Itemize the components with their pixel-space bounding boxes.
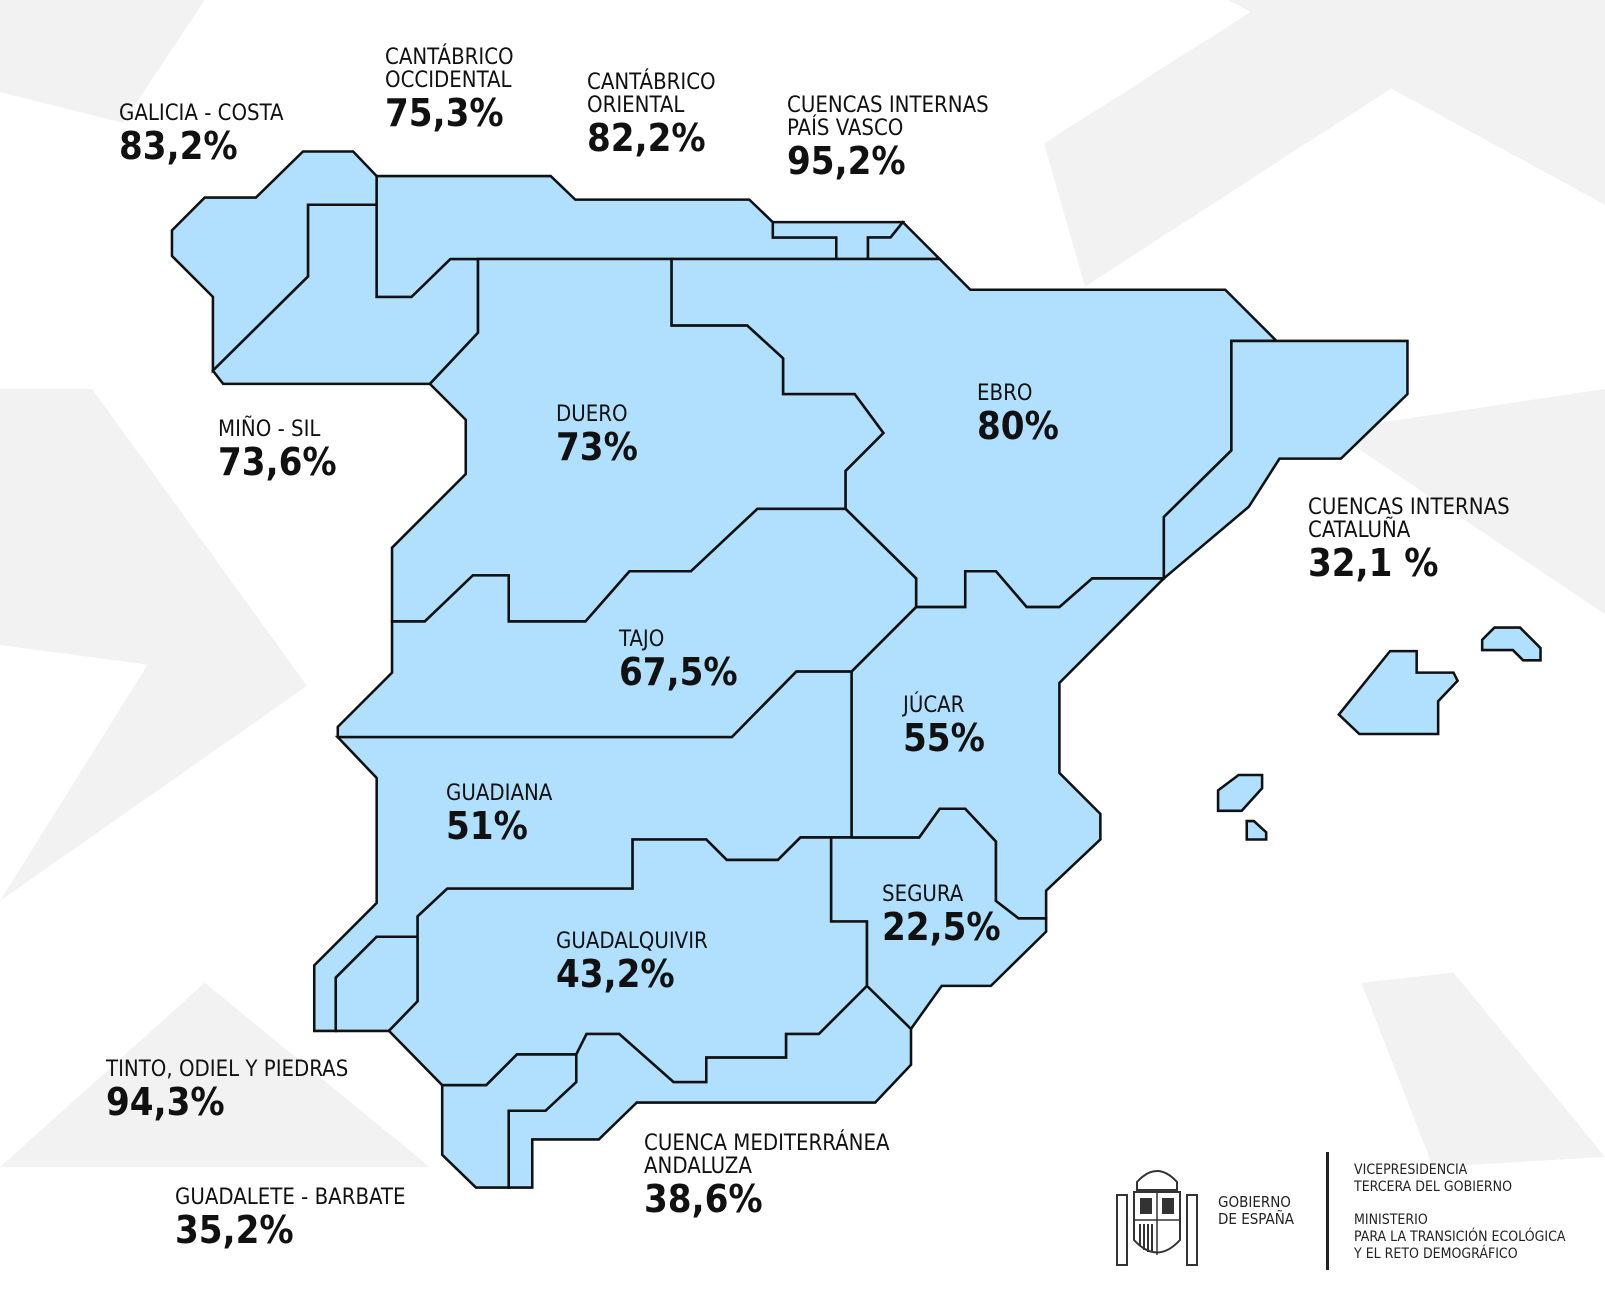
basin-name: MIÑO - SIL — [218, 417, 321, 442]
basin-value: 82,2% — [587, 116, 706, 161]
label-cantabrico-occidental: CANTÁBRICO OCCIDENTAL 75,3% — [385, 46, 514, 134]
basin-value: 32,1 % — [1308, 541, 1439, 586]
basin-value: 43,2% — [556, 952, 675, 997]
label-duero: DUERO 73% — [556, 403, 638, 468]
island-mallorca — [1337, 649, 1460, 736]
basin-name: TINTO, ODIEL Y PIEDRAS — [106, 1057, 349, 1082]
basin-mediterranea-andaluza[interactable] — [507, 984, 913, 1189]
island-ibiza — [1216, 773, 1264, 813]
label-tajo: TAJO 67,5% — [619, 628, 738, 693]
basin-value: 38,6% — [644, 1177, 763, 1222]
basin-value: 51% — [446, 804, 528, 849]
island-formentera — [1245, 819, 1268, 841]
island-menorca — [1480, 626, 1542, 662]
basin-name: JÚCAR — [903, 693, 965, 718]
basin-name: GUADALETE - BARBATE — [175, 1185, 406, 1210]
basin-value: 73% — [556, 425, 638, 470]
basin-value: 22,5% — [882, 905, 1001, 950]
government-logo: GOBIERNO DE ESPAÑA VICEPRESIDENCIA TERCE… — [1112, 1150, 1602, 1280]
basin-value: 67,5% — [619, 650, 738, 695]
basin-value: 75,3% — [385, 91, 504, 136]
label-ebro: EBRO 80% — [977, 382, 1059, 447]
label-segura: SEGURA 22,5% — [882, 883, 1001, 948]
label-cataluna: CUENCAS INTERNAS CATALUÑA 32,1 % — [1308, 496, 1510, 584]
label-guadiana: GUADIANA 51% — [446, 782, 552, 847]
basin-name: CANTÁBRICO OCCIDENTAL — [385, 45, 514, 94]
basin-cataluna[interactable] — [1162, 339, 1409, 582]
basin-value: 73,6% — [218, 440, 337, 485]
government-name: GOBIERNO DE ESPAÑA — [1218, 1193, 1295, 1228]
basin-name: GUADALQUIVIR — [556, 929, 708, 954]
label-guadalete-barbate: GUADALETE - BARBATE 35,2% — [175, 1186, 405, 1251]
label-pais-vasco: CUENCAS INTERNAS PAÍS VASCO 95,2% — [787, 94, 989, 182]
basin-name: CUENCAS INTERNAS PAÍS VASCO — [787, 93, 989, 142]
label-guadalquivir: GUADALQUIVIR 43,2% — [556, 930, 708, 995]
basin-value: 80% — [977, 404, 1059, 449]
basin-name: SEGURA — [882, 882, 964, 907]
basin-value: 95,2% — [787, 139, 906, 184]
coat-of-arms-icon — [1116, 1170, 1198, 1266]
basin-value: 94,3% — [106, 1080, 225, 1125]
basin-value: 35,2% — [175, 1208, 294, 1253]
basin-name: GALICIA - COSTA — [119, 101, 284, 126]
basin-name: CUENCA MEDITERRÁNEA ANDALUZA — [644, 1131, 890, 1180]
label-jucar: JÚCAR 55% — [903, 694, 985, 759]
basin-name: TAJO — [619, 627, 665, 652]
basin-name: CANTÁBRICO ORIENTAL — [587, 70, 716, 119]
basin-jucar[interactable] — [850, 569, 1167, 920]
divider — [1326, 1152, 1329, 1270]
basin-value: 55% — [903, 716, 985, 761]
background-shards — [0, 0, 1605, 1168]
basin-pais-vasco[interactable] — [866, 220, 943, 261]
basin-name: CUENCAS INTERNAS CATALUÑA — [1308, 495, 1510, 544]
label-tinto-odiel-piedras: TINTO, ODIEL Y PIEDRAS 94,3% — [106, 1058, 348, 1123]
label-galicia-costa: GALICIA - COSTA 83,2% — [119, 102, 284, 167]
basin-name: EBRO — [977, 381, 1033, 406]
ministry-name: VICEPRESIDENCIA TERCERA DEL GOBIERNO MIN… — [1354, 1162, 1566, 1262]
label-cantabrico-oriental: CANTÁBRICO ORIENTAL 82,2% — [587, 71, 716, 159]
label-mino-sil: MIÑO - SIL 73,6% — [218, 418, 337, 483]
basin-value: 83,2% — [119, 124, 238, 169]
basin-name: GUADIANA — [446, 781, 553, 806]
label-mediterranea-andaluza: CUENCA MEDITERRÁNEA ANDALUZA 38,6% — [644, 1132, 890, 1220]
basin-name: DUERO — [556, 402, 628, 427]
